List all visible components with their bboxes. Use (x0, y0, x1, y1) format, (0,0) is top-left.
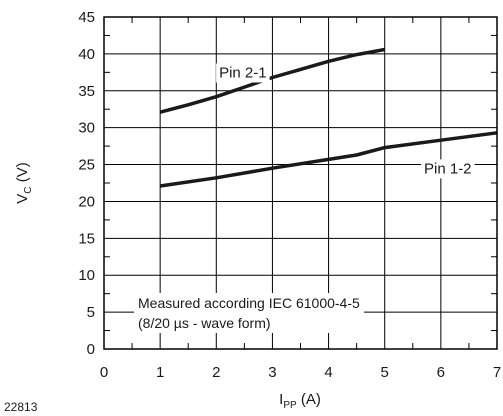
x-axis-label-main: I (279, 391, 283, 408)
series-label-background (216, 63, 270, 83)
y-tick-label-15: 15 (78, 230, 95, 247)
y-tick-label-0: 0 (87, 341, 95, 358)
y-tick-label-20: 20 (78, 193, 95, 210)
annotation: Measured according IEC 61000-4-5 (8/20 µ… (134, 293, 365, 333)
annotation-line-1: Measured according IEC 61000-4-5 (138, 295, 360, 311)
y-tick-label-30: 30 (78, 120, 95, 137)
series-layer (159, 47, 498, 188)
x-axis-label-unit: (A) (297, 391, 321, 408)
y-axis-label-unit: (V) (14, 162, 31, 186)
x-tick-label-0: 0 (100, 364, 108, 381)
y-tick-label-45: 45 (78, 9, 95, 26)
y-tick-label-25: 25 (78, 157, 95, 174)
series-line-2 (159, 131, 498, 188)
series-line-1 (159, 47, 386, 114)
y-axis-label-main: V (14, 194, 31, 204)
annotation-line-2: (8/20 µs - wave form) (138, 315, 271, 331)
x-axis-label: IPP (A) (279, 391, 321, 411)
grid (104, 17, 497, 349)
x-tick-label-6: 6 (437, 364, 445, 381)
series-labels: Pin 2-1 Pin 1-2 (216, 63, 475, 179)
y-tick-label-40: 40 (78, 46, 95, 63)
series-label-1: Pin 2-1 (216, 63, 270, 83)
y-tick-label-5: 5 (87, 304, 95, 321)
y-tick-label-10: 10 (78, 267, 95, 284)
x-tick-label-3: 3 (268, 364, 276, 381)
figure-id: 22813 (4, 400, 38, 414)
y-tick-labels: 0 5 10 15 20 25 30 35 40 45 (78, 9, 95, 358)
series-label-text: Pin 1-2 (424, 160, 472, 177)
x-tick-label-5: 5 (381, 364, 389, 381)
x-tick-labels: 0 1 2 3 4 5 6 7 (100, 364, 501, 381)
y-axis-label: VC (V) (14, 162, 34, 203)
x-axis-label-sub: PP (283, 400, 297, 411)
ticks (104, 17, 497, 349)
x-tick-label-1: 1 (156, 364, 164, 381)
x-tick-label-2: 2 (212, 364, 220, 381)
y-tick-label-35: 35 (78, 83, 95, 100)
x-tick-label-7: 7 (493, 364, 501, 381)
annotation-background (134, 293, 365, 333)
series-label-text: Pin 2-1 (219, 64, 267, 81)
series-label-background (421, 159, 475, 179)
series-label-2: Pin 1-2 (421, 159, 475, 179)
y-axis-label-sub: C (23, 186, 34, 193)
x-tick-label-4: 4 (324, 364, 332, 381)
